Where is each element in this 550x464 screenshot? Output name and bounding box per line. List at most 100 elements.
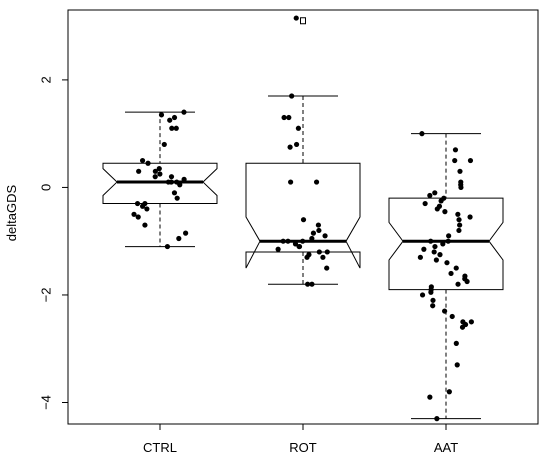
data-point (453, 265, 459, 271)
data-point (427, 192, 433, 199)
data-point (421, 246, 427, 252)
data-point (428, 238, 434, 244)
box-rot (245, 15, 361, 287)
data-point (322, 233, 328, 239)
data-point (168, 174, 175, 180)
data-point (419, 131, 425, 137)
data-point (304, 254, 310, 260)
data-point (164, 243, 171, 250)
data-point (158, 112, 165, 118)
data-point (459, 324, 466, 330)
data-point (181, 176, 187, 182)
data-point (300, 238, 306, 244)
data-point (310, 230, 317, 236)
data-point (455, 211, 461, 217)
x-axis: CTRL ROT AAT (143, 424, 458, 455)
data-point (428, 289, 434, 295)
data-point (453, 340, 459, 346)
data-point (287, 144, 293, 150)
data-point (316, 227, 322, 234)
data-point (157, 171, 163, 177)
data-point (434, 206, 440, 212)
data-point (427, 394, 433, 400)
data-point (288, 179, 294, 185)
data-point (433, 257, 439, 263)
data-point (437, 252, 443, 258)
boxes-layer (102, 15, 504, 422)
data-point (419, 292, 426, 298)
data-point (285, 238, 291, 244)
data-point (176, 235, 182, 242)
data-point (135, 214, 141, 220)
data-point (183, 230, 189, 236)
data-point (134, 200, 141, 207)
data-point (446, 233, 452, 239)
outlier-marker (300, 17, 306, 25)
data-point (452, 147, 459, 153)
y-tick-label: −4 (39, 395, 54, 410)
data-point (442, 209, 448, 215)
data-point (315, 222, 322, 228)
data-point (181, 109, 187, 115)
data-point (457, 222, 463, 228)
data-point (152, 168, 158, 174)
data-point (142, 222, 148, 228)
data-point (305, 281, 311, 287)
data-point (455, 281, 461, 287)
data-point (454, 362, 460, 368)
data-point (422, 200, 428, 207)
data-point (152, 174, 158, 180)
x-tick-label-aat: AAT (434, 440, 458, 455)
data-point (293, 15, 299, 21)
data-point (417, 254, 423, 260)
data-point (313, 179, 320, 185)
data-point (139, 203, 146, 209)
data-point (456, 217, 462, 223)
data-point (292, 241, 299, 247)
data-point (136, 168, 142, 174)
data-point (464, 278, 470, 285)
data-point (449, 313, 455, 320)
data-point (324, 249, 330, 255)
data-point (174, 195, 180, 201)
y-axis: −4 −2 0 2 (39, 76, 68, 410)
data-point (144, 206, 150, 212)
data-point (275, 246, 281, 252)
data-point (295, 125, 302, 131)
data-point (156, 166, 162, 172)
data-point (438, 198, 444, 204)
y-tick-label: 0 (39, 184, 54, 191)
data-point (289, 93, 295, 99)
data-point (293, 141, 300, 148)
data-point (173, 125, 179, 131)
data-point (296, 243, 302, 250)
data-point (309, 235, 315, 242)
data-point (167, 117, 173, 123)
data-point (280, 238, 286, 244)
data-point (431, 249, 437, 255)
data-point (467, 214, 473, 220)
data-point (169, 125, 175, 131)
data-point (131, 211, 137, 217)
data-point (457, 168, 463, 174)
data-point (456, 227, 462, 234)
data-point (458, 184, 464, 191)
data-point (177, 182, 183, 188)
data-point (444, 260, 450, 266)
data-point (139, 157, 146, 164)
data-point (432, 243, 438, 250)
data-point (445, 238, 451, 244)
data-point (324, 265, 330, 271)
data-point (145, 160, 151, 166)
data-point (442, 308, 448, 314)
data-point (171, 190, 178, 196)
data-point (434, 416, 440, 422)
notched-box (245, 162, 361, 269)
data-point (430, 303, 436, 309)
x-tick-label-ctrl: CTRL (143, 440, 177, 455)
data-point (446, 389, 452, 395)
notched-box (388, 197, 504, 291)
data-point (452, 157, 458, 164)
data-point (430, 297, 436, 303)
